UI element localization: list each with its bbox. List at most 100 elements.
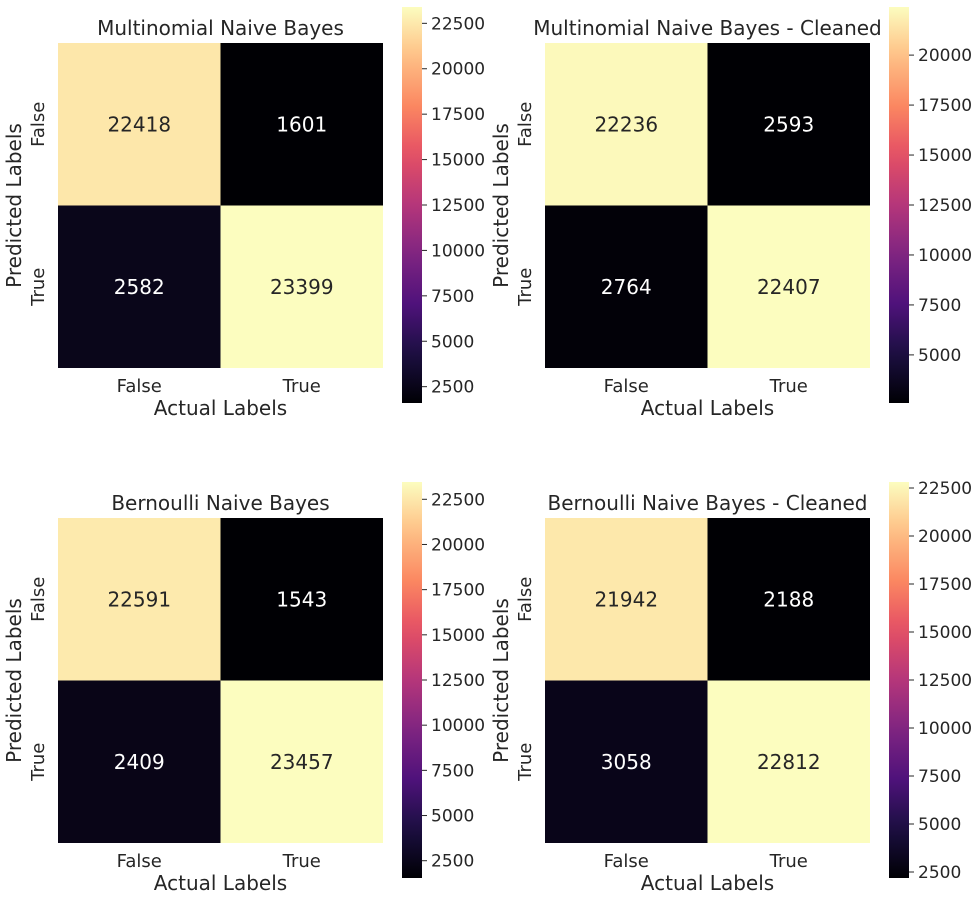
colorbar-tick-label: 2500 bbox=[431, 378, 474, 398]
confusion-matrix-panel-1: 22418 1601 2582 23399 Multinomial Naive Baye… bbox=[2, 7, 485, 420]
cell-value-label: 2409 bbox=[114, 750, 165, 774]
y-tick-label: True bbox=[28, 743, 49, 782]
x-tick-label: False bbox=[117, 851, 162, 872]
colorbar-tick-label: 17500 bbox=[918, 96, 972, 116]
heatmap-cell bbox=[220, 43, 383, 206]
colorbar-tick-label: 12500 bbox=[918, 196, 972, 216]
colorbar bbox=[889, 482, 909, 878]
chart-title: Bernoulli Naive Bayes bbox=[111, 491, 329, 515]
colorbar-tick-label: 20000 bbox=[918, 527, 972, 547]
colorbar-tick-label: 20000 bbox=[918, 46, 972, 66]
heatmap-cell bbox=[220, 518, 383, 681]
heatmap-cell bbox=[58, 43, 221, 206]
colorbar-tick-label: 17500 bbox=[431, 105, 485, 125]
colorbar-tick-label: 5000 bbox=[918, 815, 961, 835]
colorbar-tick-label: 5000 bbox=[431, 807, 474, 827]
heatmap-cell bbox=[58, 518, 221, 681]
colorbar-tick-label: 15000 bbox=[918, 146, 972, 166]
cell-value-label: 22236 bbox=[594, 112, 658, 136]
cell-value-label: 22812 bbox=[757, 750, 821, 774]
x-tick-label: False bbox=[117, 376, 162, 397]
y-tick-label: True bbox=[28, 268, 49, 307]
heatmap-cell bbox=[707, 518, 870, 681]
x-tick-label: False bbox=[604, 376, 649, 397]
x-axis-label: Actual Labels bbox=[154, 396, 287, 420]
cell-value-label: 1543 bbox=[276, 587, 327, 611]
heatmap-cell bbox=[545, 680, 708, 843]
x-axis-label: Actual Labels bbox=[641, 871, 774, 895]
colorbar-tick-label: 12500 bbox=[431, 196, 485, 216]
colorbar-tick-label: 2500 bbox=[918, 863, 961, 883]
y-tick-label: False bbox=[515, 577, 536, 622]
colorbar-tick-label: 7500 bbox=[431, 761, 474, 781]
colorbar-tick-label: 7500 bbox=[918, 296, 961, 316]
cell-value-label: 2593 bbox=[763, 112, 814, 136]
heatmap-cell bbox=[58, 680, 221, 843]
colorbar-tick-label: 2500 bbox=[431, 852, 474, 872]
y-tick-label: True bbox=[515, 268, 536, 307]
x-tick-label: True bbox=[769, 376, 808, 397]
cell-value-label: 2582 bbox=[114, 275, 165, 299]
colorbar-tick-label: 10000 bbox=[918, 246, 972, 266]
x-tick-label: True bbox=[282, 376, 321, 397]
x-tick-label: True bbox=[282, 851, 321, 872]
cell-value-label: 2188 bbox=[763, 587, 814, 611]
colorbar-tick-label: 20000 bbox=[431, 60, 485, 80]
colorbar bbox=[889, 7, 909, 403]
x-axis-label: Actual Labels bbox=[154, 871, 287, 895]
y-axis-label: Predicted Labels bbox=[2, 123, 26, 288]
colorbar-tick-label: 7500 bbox=[918, 767, 961, 787]
colorbar-tick-label: 10000 bbox=[918, 719, 972, 739]
colorbar-tick-label: 5000 bbox=[431, 332, 474, 352]
colorbar-tick-label: 22500 bbox=[431, 14, 485, 34]
heatmap-cell bbox=[545, 518, 708, 681]
confusion-matrix-panel-4: 21942 2188 3058 22812 Bernoulli Naive Bayes … bbox=[489, 479, 972, 895]
colorbar-tick-label: 5000 bbox=[918, 346, 961, 366]
cell-value-label: 3058 bbox=[601, 750, 652, 774]
cell-value-label: 22591 bbox=[107, 587, 171, 611]
colorbar-tick-label: 10000 bbox=[431, 716, 485, 736]
y-tick-label: False bbox=[515, 102, 536, 147]
y-axis-label: Predicted Labels bbox=[489, 598, 513, 763]
cell-value-label: 2764 bbox=[601, 275, 652, 299]
confusion-matrix-panel-3: 22591 1543 2409 23457 Bernoulli Naive Bayes F… bbox=[2, 482, 485, 895]
colorbar-tick-label: 22500 bbox=[431, 490, 485, 510]
x-tick-label: False bbox=[604, 851, 649, 872]
colorbar-tick-label: 12500 bbox=[918, 671, 972, 691]
cell-value-label: 22418 bbox=[107, 112, 171, 136]
colorbar-tick-label: 10000 bbox=[431, 241, 485, 261]
heatmap-cell bbox=[545, 43, 708, 206]
heatmap-cell bbox=[220, 205, 383, 368]
cell-value-label: 1601 bbox=[276, 112, 327, 136]
x-axis-label: Actual Labels bbox=[641, 396, 774, 420]
heatmap-cell bbox=[545, 205, 708, 368]
heatmap-cell bbox=[58, 205, 221, 368]
heatmap-cell bbox=[220, 680, 383, 843]
y-tick-label: True bbox=[515, 743, 536, 782]
x-tick-label: True bbox=[769, 851, 808, 872]
colorbar-tick-label: 22500 bbox=[918, 479, 972, 499]
colorbar-tick-label: 20000 bbox=[431, 535, 485, 555]
colorbar-tick-label: 17500 bbox=[431, 581, 485, 601]
y-axis-label: Predicted Labels bbox=[2, 598, 26, 763]
y-axis-label: Predicted Labels bbox=[489, 123, 513, 288]
cell-value-label: 21942 bbox=[594, 587, 658, 611]
confusion-matrix-panel-2: 22236 2593 2764 22407 Multinomial Naive Baye… bbox=[489, 7, 972, 420]
colorbar-tick-label: 15000 bbox=[431, 626, 485, 646]
colorbar-tick-label: 15000 bbox=[918, 623, 972, 643]
colorbar bbox=[402, 7, 422, 403]
chart-title: Multinomial Naive Bayes bbox=[97, 16, 344, 40]
y-tick-label: False bbox=[28, 102, 49, 147]
colorbar-tick-label: 7500 bbox=[431, 287, 474, 307]
y-tick-label: False bbox=[28, 577, 49, 622]
chart-title: Multinomial Naive Bayes - Cleaned bbox=[533, 16, 882, 40]
chart-title: Bernoulli Naive Bayes - Cleaned bbox=[547, 491, 867, 515]
colorbar bbox=[402, 482, 422, 878]
cell-value-label: 23457 bbox=[270, 750, 334, 774]
heatmap-cell bbox=[707, 43, 870, 206]
colorbar-tick-label: 12500 bbox=[431, 671, 485, 691]
heatmap-cell bbox=[707, 680, 870, 843]
heatmap-cell bbox=[707, 205, 870, 368]
cell-value-label: 22407 bbox=[757, 275, 821, 299]
